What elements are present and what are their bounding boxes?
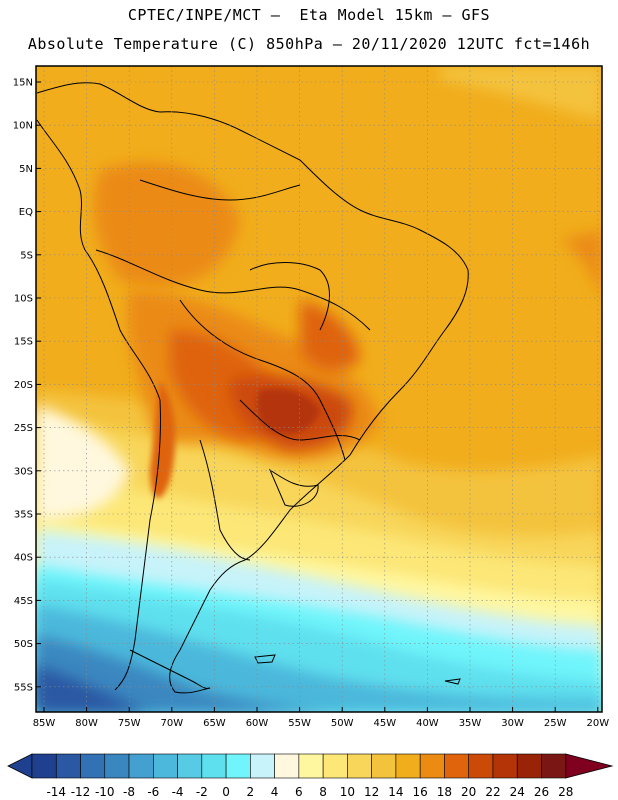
lat-label: 35S bbox=[14, 510, 33, 521]
colorbar-min-arrow bbox=[7, 753, 33, 779]
chart-subtitle: Absolute Temperature (C) 850hPa – 20/11/… bbox=[27, 35, 591, 53]
colorbar-label: 22 bbox=[485, 785, 500, 799]
colorbar-swatch bbox=[274, 753, 300, 779]
lon-label: 45W bbox=[373, 718, 396, 729]
colorbar-label: -6 bbox=[147, 785, 159, 799]
lon-label: 80W bbox=[75, 718, 98, 729]
lon-label: 60W bbox=[246, 718, 269, 729]
lat-label: 25S bbox=[14, 423, 33, 434]
lat-label: 10S bbox=[14, 294, 33, 305]
lat-label: 55S bbox=[14, 682, 33, 693]
plot-frame bbox=[35, 65, 603, 713]
colorbar-label: -10 bbox=[95, 785, 115, 799]
colorbar-label: 10 bbox=[340, 785, 355, 799]
lon-label: 30W bbox=[501, 718, 524, 729]
longitude-axis: 85W 80W 75W 70W 65W 60W 55W 50W 45W 40W 35W 30W 25W 2… bbox=[33, 707, 609, 729]
colorbar-swatch bbox=[153, 753, 178, 779]
colorbar-label: 8 bbox=[319, 785, 327, 799]
latitude-axis: 15N 10N 5N EQ 5S 10S 15S 20S 25S 30S 35S 40S 45S 50S 5… bbox=[13, 78, 41, 693]
colorbar-label: 14 bbox=[388, 785, 403, 799]
colorbar-label: -8 bbox=[123, 785, 135, 799]
colorbar-swatch bbox=[55, 753, 81, 779]
colorbar-swatch bbox=[128, 753, 154, 779]
colorbar-label: 28 bbox=[558, 785, 573, 799]
colorbar-swatch bbox=[444, 753, 469, 779]
colorbar-swatch bbox=[371, 753, 397, 779]
lon-label: 20W bbox=[586, 718, 609, 729]
lat-label: 15N bbox=[13, 78, 33, 89]
colorbar-swatch bbox=[347, 753, 372, 779]
lat-label: 45S bbox=[14, 596, 33, 607]
lat-label: 50S bbox=[14, 639, 33, 650]
lon-label: 35W bbox=[459, 718, 482, 729]
colorbar-label: 26 bbox=[534, 785, 549, 799]
colorbar-label: 18 bbox=[437, 785, 452, 799]
lon-label: 85W bbox=[33, 718, 56, 729]
lat-label: 5S bbox=[20, 250, 33, 261]
colorbar-label: -12 bbox=[71, 785, 91, 799]
lat-label: 20S bbox=[14, 380, 33, 391]
colorbar-label: 16 bbox=[413, 785, 428, 799]
colorbar-label: -2 bbox=[196, 785, 208, 799]
lon-label: 70W bbox=[160, 718, 183, 729]
colorbar-swatch bbox=[419, 753, 445, 779]
lon-label: 50W bbox=[331, 718, 354, 729]
colorbar-swatch bbox=[225, 753, 251, 779]
colorbar-label: -4 bbox=[172, 785, 184, 799]
lat-label: 10N bbox=[13, 121, 33, 132]
colorbar: -14 -12 -10 -8 -6 -4 -2 0 2 4 6 8 10 12 14 16 18 20 22 24 26… bbox=[7, 753, 614, 799]
colorbar-swatch bbox=[80, 753, 106, 779]
colorbar-label: 4 bbox=[271, 785, 279, 799]
colorbar-label: 20 bbox=[461, 785, 476, 799]
colorbar-swatch bbox=[322, 753, 348, 779]
colorbar-swatch bbox=[541, 753, 567, 779]
lon-label: 40W bbox=[416, 718, 439, 729]
lon-label: 25W bbox=[544, 718, 567, 729]
lat-label: 30S bbox=[14, 466, 33, 477]
colorbar-label: 12 bbox=[364, 785, 379, 799]
colorbar-label: -14 bbox=[46, 785, 66, 799]
colorbar-swatch bbox=[31, 753, 57, 779]
temperature-field bbox=[36, 66, 602, 712]
colorbar-swatch bbox=[177, 753, 203, 779]
colorbar-label: 24 bbox=[510, 785, 525, 799]
colorbar-swatch bbox=[468, 753, 494, 779]
colorbar-label: 2 bbox=[247, 785, 255, 799]
colorbar-swatch bbox=[395, 753, 421, 779]
lat-label: EQ bbox=[19, 207, 33, 218]
lat-label: 15S bbox=[14, 337, 33, 348]
colorbar-label: 0 bbox=[222, 785, 230, 799]
lat-label: 40S bbox=[14, 553, 33, 564]
chart-title: CPTEC/INPE/MCT – Eta Model 15km – GFS bbox=[127, 6, 491, 24]
colorbar-swatch bbox=[516, 753, 542, 779]
colorbar-swatch bbox=[250, 753, 275, 779]
lat-label: 5N bbox=[19, 164, 33, 175]
colorbar-label: 6 bbox=[295, 785, 303, 799]
colorbar-swatch bbox=[201, 753, 227, 779]
colorbar-max-arrow bbox=[565, 753, 614, 779]
colorbar-swatch bbox=[492, 753, 518, 779]
colorbar-swatch bbox=[298, 753, 324, 779]
lon-label: 65W bbox=[203, 718, 226, 729]
lon-label: 55W bbox=[288, 718, 311, 729]
colorbar-swatch bbox=[104, 753, 130, 779]
lon-label: 75W bbox=[118, 718, 141, 729]
